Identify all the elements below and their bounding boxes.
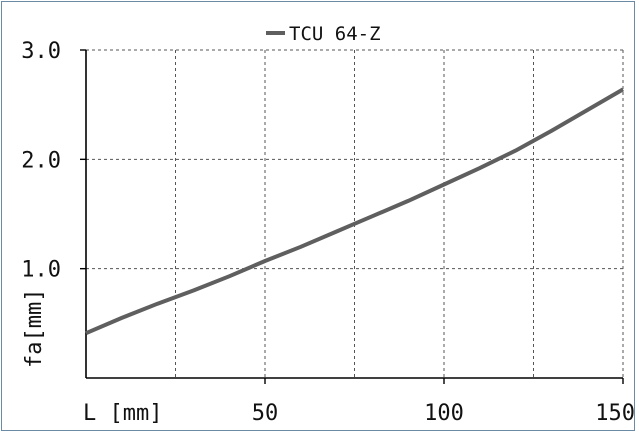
y-tick-label: 3.0 [21, 39, 61, 64]
axes [85, 50, 623, 379]
legend-label: TCU 64-Z [289, 23, 381, 45]
series-layer [85, 87, 625, 336]
y-tick-label: 2.0 [21, 148, 61, 173]
tick-labels: 50 100 150 1.0 2.0 3.0 [21, 39, 635, 426]
x-tick-label: 100 [424, 401, 464, 426]
y-tick-label: 1.0 [21, 258, 61, 283]
y-axis-label: fa[mm] [22, 289, 47, 368]
x-axis-label: L [mm] [83, 401, 162, 426]
legend: TCU 64-Z [266, 23, 381, 45]
x-tick-label: 50 [252, 401, 279, 426]
grid-lines [86, 49, 624, 378]
series-line [85, 87, 625, 336]
x-tick-label: 150 [595, 401, 635, 426]
